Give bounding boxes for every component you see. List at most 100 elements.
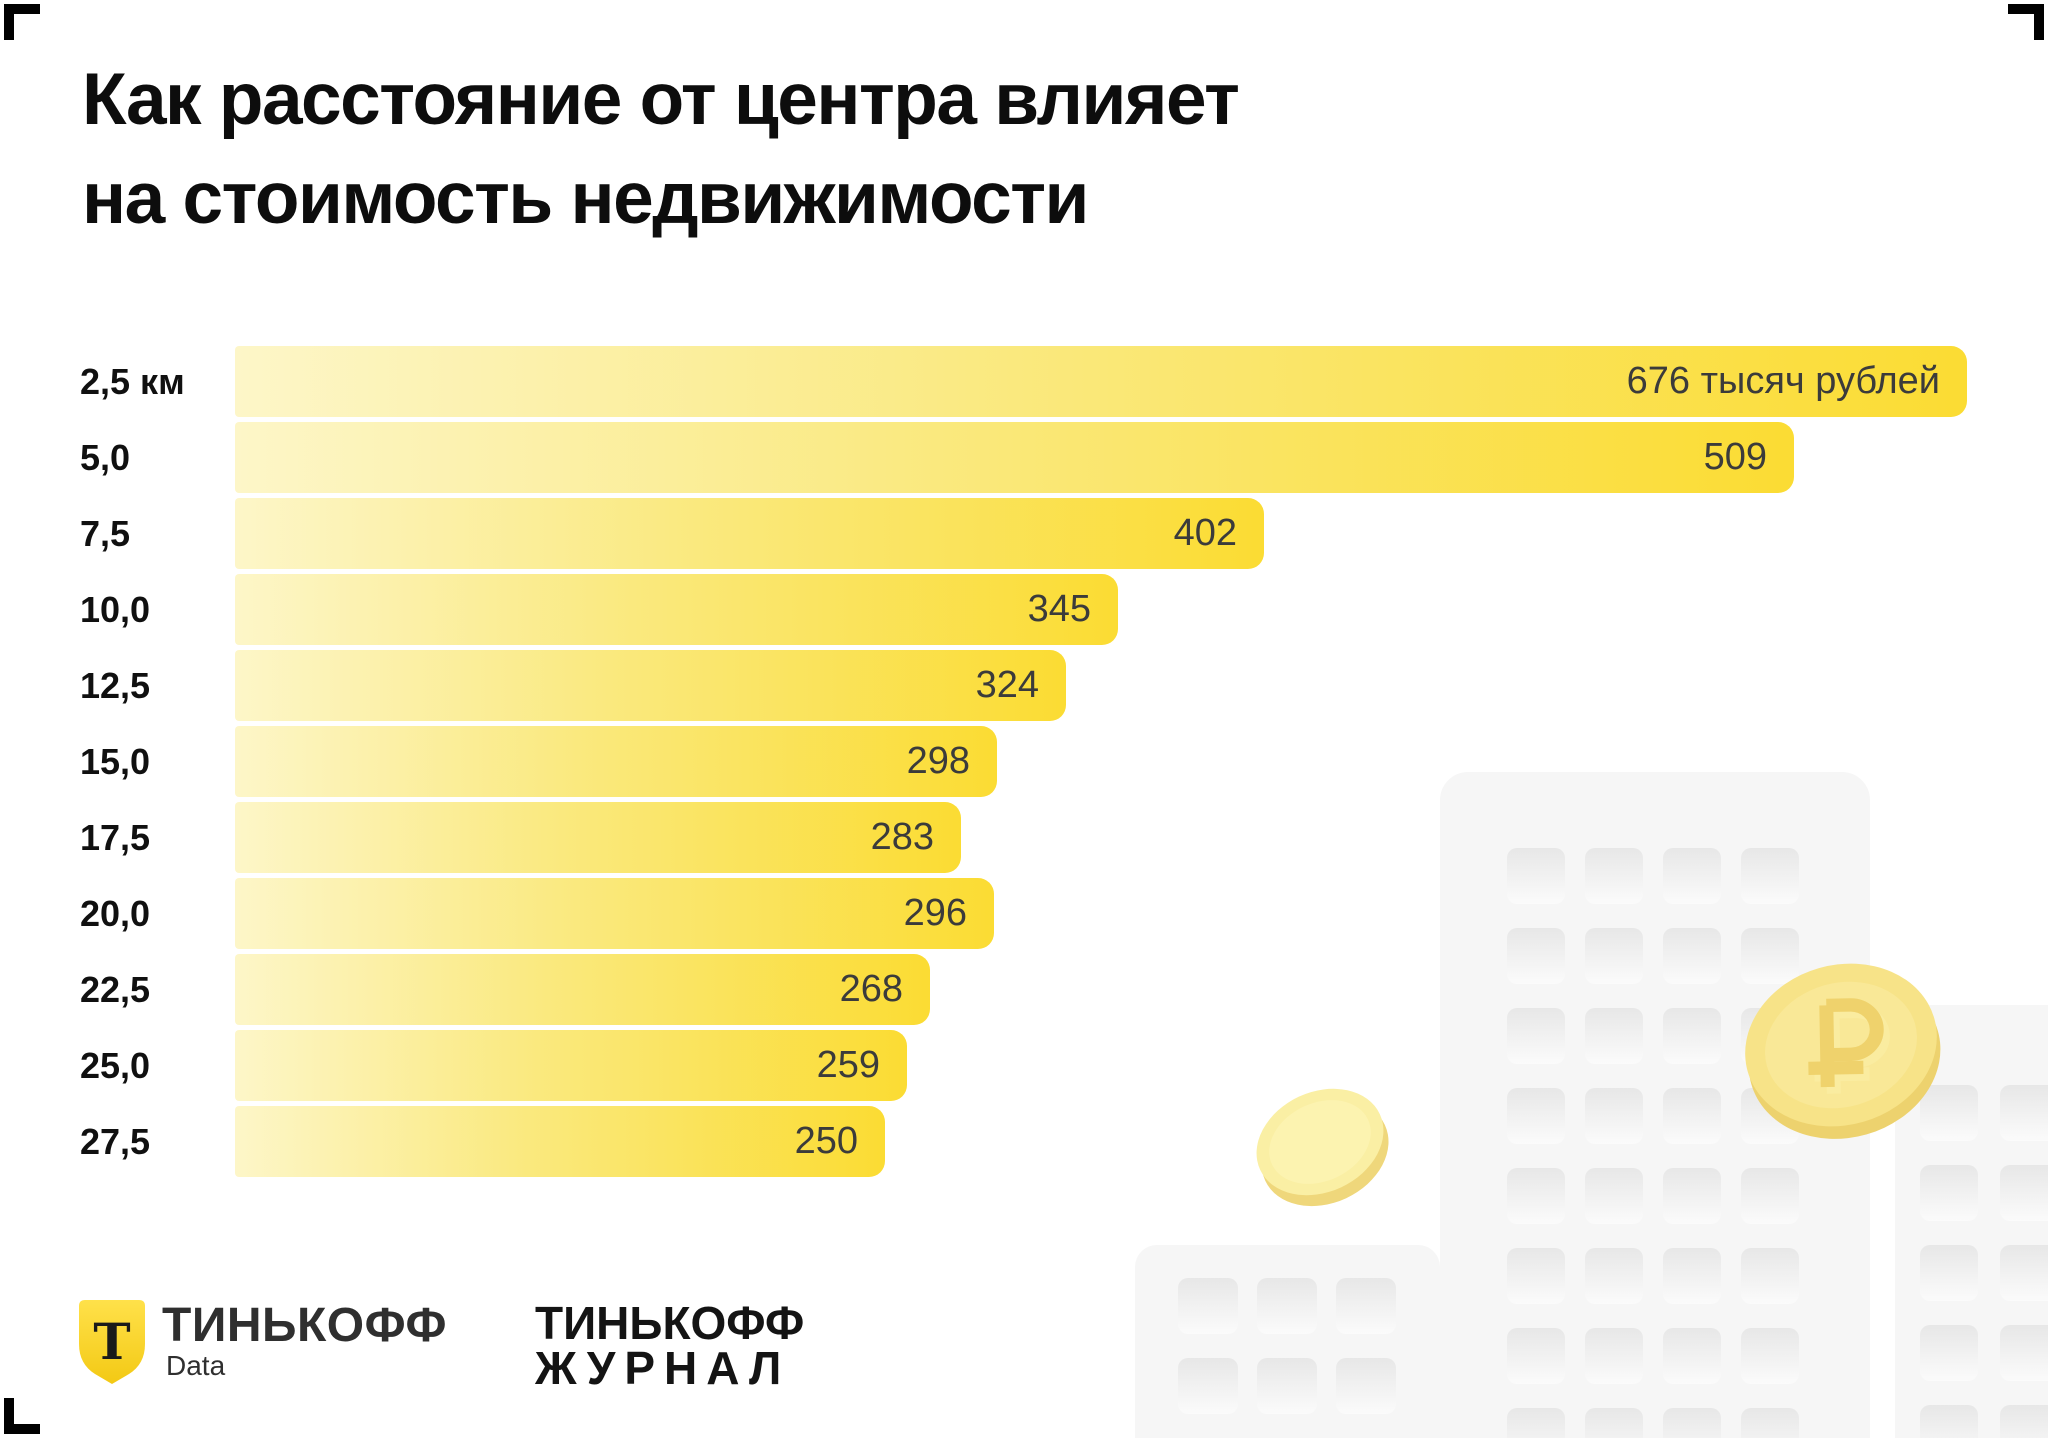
bar-value-label: 345 xyxy=(1027,588,1091,630)
building-window xyxy=(1741,1408,1799,1438)
bar-value-label: 296 xyxy=(903,892,967,934)
bar: 250 xyxy=(235,1106,885,1177)
page-title-line1: Как расстояние от центра влияет xyxy=(82,59,1240,140)
building-window xyxy=(1663,848,1721,904)
bar: 296 xyxy=(235,878,994,949)
tinkoff-data-logo-text: ТИНЬКОФФ xyxy=(162,1299,447,1352)
bar: 259 xyxy=(235,1030,907,1101)
bar-chart: 2,5 км 676 тысяч рублей 5,0 509 7,5 402 10,0 34… xyxy=(80,346,1967,1182)
building-window xyxy=(1507,1168,1565,1224)
bar-row: 12,5 324 xyxy=(80,650,1967,721)
bar-value-label: 250 xyxy=(794,1120,858,1162)
building-window xyxy=(1178,1278,1238,1334)
building-window xyxy=(1920,1405,1978,1438)
building-window xyxy=(1663,1168,1721,1224)
building-window xyxy=(1663,1008,1721,1064)
bar-row: 27,5 250 xyxy=(80,1106,1967,1177)
building-window xyxy=(1920,1165,1978,1221)
building-window xyxy=(1507,1088,1565,1144)
bar-category-label: 7,5 xyxy=(80,512,131,554)
bar-value-label: 283 xyxy=(870,816,934,858)
bar-category-label: 15,0 xyxy=(80,740,151,782)
building-window xyxy=(1663,1088,1721,1144)
corner-mark-bottom-left xyxy=(4,1398,40,1434)
building-window xyxy=(1663,928,1721,984)
bar-row: 7,5 402 xyxy=(80,498,1967,569)
building-window xyxy=(1336,1278,1396,1334)
bar-row: 17,5 283 xyxy=(80,802,1967,873)
bar-category-label: 17,5 xyxy=(80,816,151,858)
building-window xyxy=(1741,1248,1799,1304)
bar-row: 25,0 259 xyxy=(80,1030,1967,1101)
building-window xyxy=(1257,1358,1317,1414)
corner-mark-top-left xyxy=(4,4,40,40)
building-window xyxy=(1663,1328,1721,1384)
tinkoff-journal-line1: ТИНЬКОФФ xyxy=(535,1297,805,1349)
ruble-coin-icon xyxy=(1745,963,1941,1139)
building-window xyxy=(1507,1008,1565,1064)
building-window xyxy=(1507,848,1565,904)
svg-text:Т: Т xyxy=(93,1312,130,1371)
page-title-line2: на стоимость недвижимости xyxy=(82,158,1089,239)
building-window xyxy=(1585,848,1643,904)
bar: 268 xyxy=(235,954,930,1025)
building-window xyxy=(1663,1248,1721,1304)
bar-category-label: 2,5 км xyxy=(80,360,185,402)
bar-value-label: 324 xyxy=(975,664,1039,706)
coin-icon xyxy=(1256,1088,1389,1207)
bar: 345 xyxy=(235,574,1118,645)
building-window xyxy=(1741,848,1799,904)
bar-rows: 2,5 км 676 тысяч рублей 5,0 509 7,5 402 10,0 34… xyxy=(80,346,1967,1177)
bar-value-label: 676 тысяч рублей xyxy=(1626,360,1940,402)
bar-row: 10,0 345 xyxy=(80,574,1967,645)
bar: 283 xyxy=(235,802,961,873)
building-window xyxy=(1585,1408,1643,1438)
bar-category-label: 10,0 xyxy=(80,588,151,630)
building-window xyxy=(1507,928,1565,984)
bar-row: 2,5 км 676 тысяч рублей xyxy=(80,346,1967,417)
building-illustration xyxy=(1895,1005,2048,1438)
bar-category-label: 12,5 xyxy=(80,664,151,706)
bar-row: 22,5 268 xyxy=(80,954,1967,1025)
building-window xyxy=(1741,1168,1799,1224)
bar-category-label: 25,0 xyxy=(80,1044,151,1086)
building-window xyxy=(1920,1325,1978,1381)
corner-mark-top-right xyxy=(2008,4,2044,40)
bar-value-label: 268 xyxy=(839,968,903,1010)
bar: 676 тысяч рублей xyxy=(235,346,1967,417)
bar: 509 xyxy=(235,422,1794,493)
building-window xyxy=(1920,1085,1978,1141)
building-window xyxy=(2000,1165,2048,1221)
bar: 402 xyxy=(235,498,1264,569)
tinkoff-journal-logo: ТИНЬКОФФ ЖУРНАЛ xyxy=(535,1297,805,1394)
building-window xyxy=(1507,1328,1565,1384)
bar-row: 15,0 298 xyxy=(80,726,1967,797)
tinkoff-journal-line2: ЖУРНАЛ xyxy=(535,1342,791,1394)
bar-value-label: 509 xyxy=(1703,436,1767,478)
ruble-sign xyxy=(1808,998,1884,1088)
bar-category-label: 22,5 xyxy=(80,968,151,1010)
building-window xyxy=(1257,1278,1317,1334)
building-window xyxy=(1585,1088,1643,1144)
bar-value-label: 298 xyxy=(906,740,970,782)
building-window xyxy=(1336,1358,1396,1414)
building-window xyxy=(2000,1325,2048,1381)
building-window xyxy=(1178,1358,1238,1414)
building-window xyxy=(1585,928,1643,984)
bar-row: 20,0 296 xyxy=(80,878,1967,949)
building-window xyxy=(2000,1405,2048,1438)
building-window xyxy=(2000,1245,2048,1301)
bar-value-label: 259 xyxy=(816,1044,880,1086)
building-window xyxy=(1507,1408,1565,1438)
bar-row: 5,0 509 xyxy=(80,422,1967,493)
page-title: Как расстояние от центра влияет на стоим… xyxy=(82,50,1240,248)
building-window xyxy=(1741,928,1799,984)
building-window xyxy=(1585,1328,1643,1384)
building-window xyxy=(1585,1248,1643,1304)
building-window xyxy=(1663,1408,1721,1438)
tinkoff-data-logo-sub: Data xyxy=(166,1350,226,1381)
bar-category-label: 20,0 xyxy=(80,892,151,934)
bar-category-label: 27,5 xyxy=(80,1120,151,1162)
building-illustration xyxy=(1135,1245,1440,1438)
